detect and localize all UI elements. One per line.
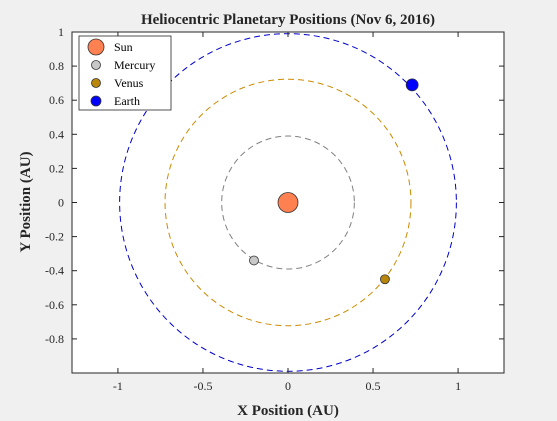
x-tick-label: 0 [285, 379, 291, 393]
legend-label-earth: Earth [114, 94, 140, 108]
x-tick-label: 1 [455, 379, 461, 393]
legend-marker-venus [91, 78, 101, 88]
marker-sun [277, 192, 299, 213]
y-tick-label: -0.4 [45, 264, 64, 278]
legend-label-mercury: Mercury [114, 58, 155, 72]
y-tick-label: 0.4 [49, 127, 64, 141]
y-tick-label: 0.8 [49, 59, 64, 73]
legend-marker-mercury [91, 60, 101, 70]
y-tick-label: 0.6 [49, 93, 64, 107]
y-tick-label: 1 [58, 25, 64, 39]
chart-title: Heliocentric Planetary Positions (Nov 6,… [141, 12, 435, 28]
marker-mercury [249, 255, 259, 266]
orbit-venus [164, 78, 412, 327]
legend-label-sun: Sun [114, 40, 133, 54]
marker-earth [405, 78, 419, 92]
legend-marker-sun [87, 38, 105, 56]
legend-label-venus: Venus [114, 76, 144, 90]
y-tick-label: -0.2 [45, 230, 64, 244]
legend: Sun Mercury Venus Earth [78, 35, 172, 111]
y-tick-label: -0.6 [45, 298, 64, 312]
x-axis-label: X Position (AU) [237, 403, 339, 419]
y-tick-label: 0 [58, 196, 64, 210]
x-tick-label: -1 [113, 379, 123, 393]
legend-marker-earth [90, 95, 102, 107]
x-tick-label: 0.5 [366, 379, 381, 393]
orbit-mercury [221, 135, 355, 270]
y-tick-label: -0.8 [45, 332, 64, 346]
marker-venus [380, 274, 390, 285]
y-axis-label: Y Position (AU) [18, 151, 34, 252]
x-tick-label: -0.5 [193, 379, 212, 393]
y-tick-label: 0.2 [49, 161, 64, 175]
